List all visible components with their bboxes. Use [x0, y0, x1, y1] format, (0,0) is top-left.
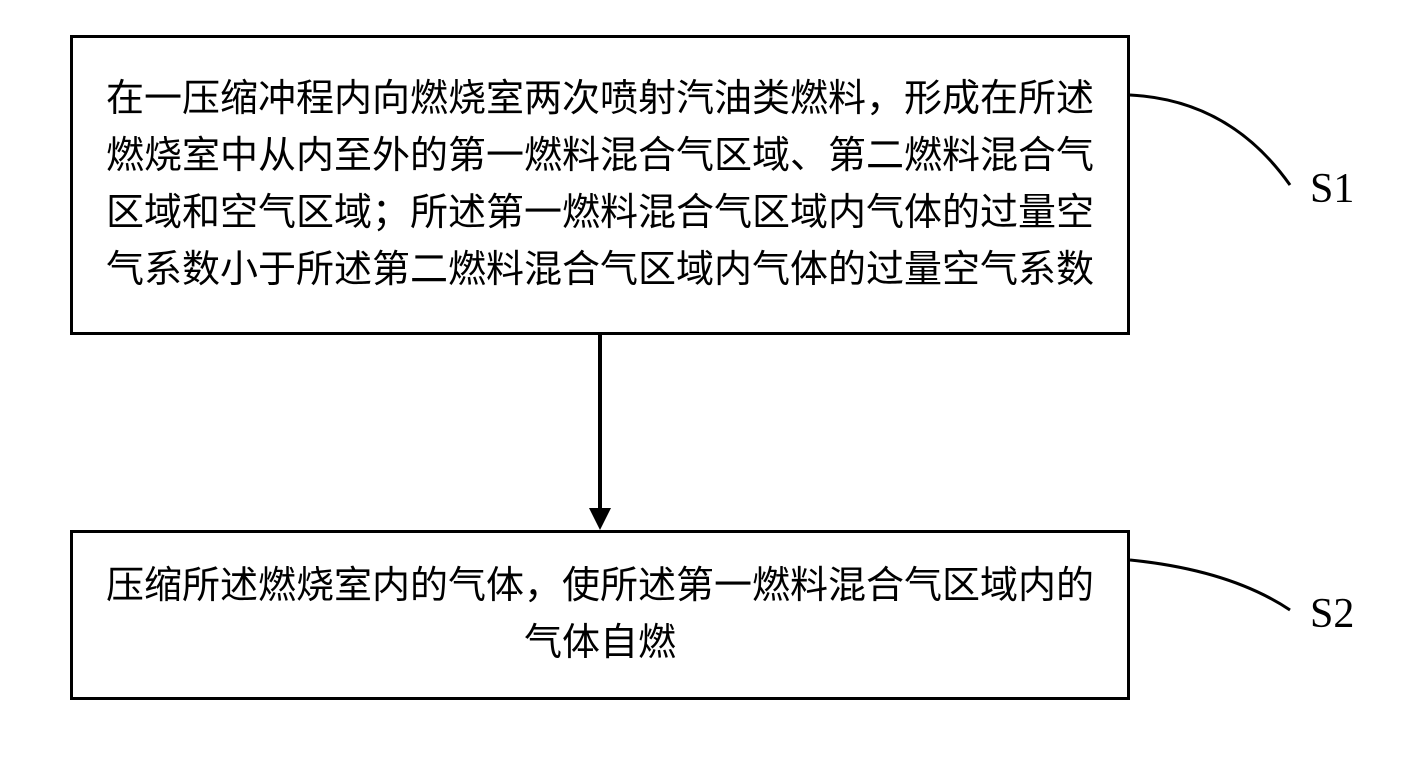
label-s1-connector	[1130, 90, 1310, 200]
label-s2-connector	[1130, 555, 1310, 625]
flowchart-step-1: 在一压缩冲程内向燃烧室两次喷射汽油类燃料，形成在所述燃烧室中从内至外的第一燃料混…	[70, 35, 1130, 335]
step-1-text: 在一压缩冲程内向燃烧室两次喷射汽油类燃料，形成在所述燃烧室中从内至外的第一燃料混…	[103, 71, 1097, 299]
label-s1: S1	[1310, 165, 1354, 213]
label-s2: S2	[1310, 590, 1354, 638]
arrow-head-icon	[589, 508, 611, 530]
arrow-shaft	[598, 335, 602, 510]
step-2-text: 压缩所述燃烧室内的气体，使所述第一燃料混合气区域内的气体自燃	[103, 558, 1097, 672]
flowchart-step-2: 压缩所述燃烧室内的气体，使所述第一燃料混合气区域内的气体自燃	[70, 530, 1130, 700]
